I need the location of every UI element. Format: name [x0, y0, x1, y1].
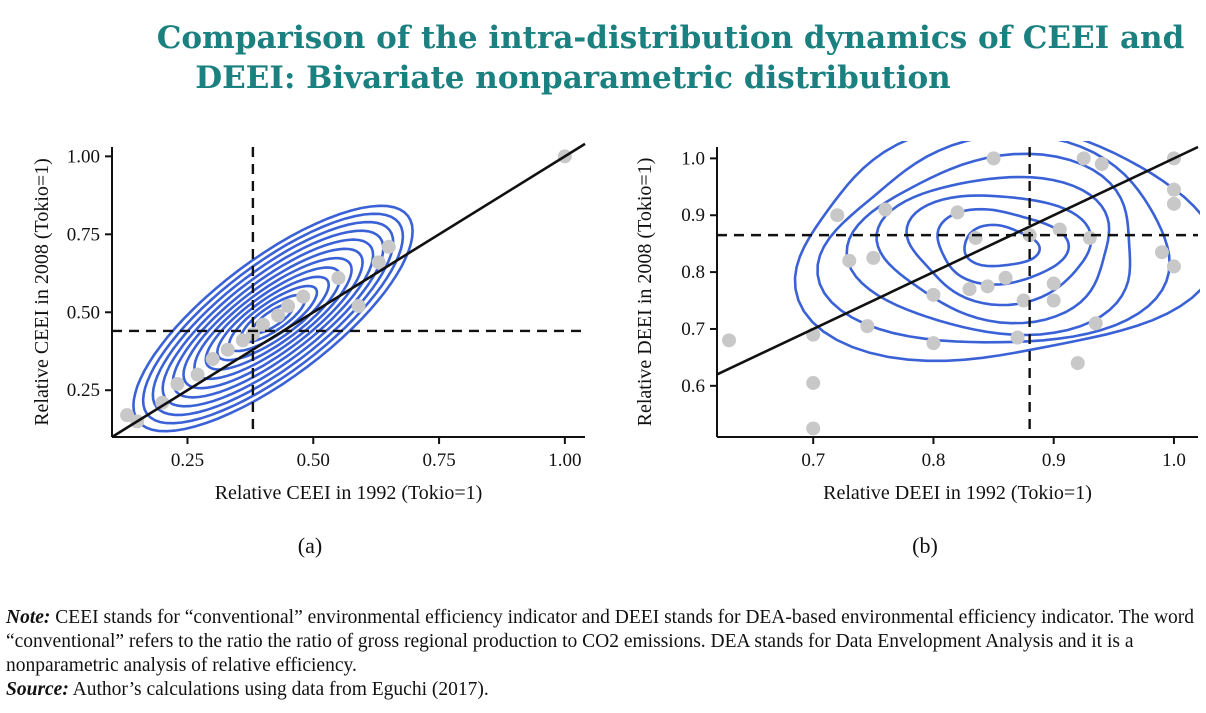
- data-point: [1166, 196, 1181, 211]
- y-tick-label: 1.00: [67, 146, 100, 167]
- data-point: [351, 299, 366, 314]
- source-label: Source:: [6, 679, 69, 700]
- x-tick-label: 1.00: [548, 450, 581, 471]
- data-point: [806, 375, 821, 390]
- panel-a-chart: 0.25 0.50 0.75 1.00 0.25 0.50 0.75 1.00 Relative…: [31, 142, 586, 504]
- data-point: [950, 205, 965, 220]
- data-point: [878, 202, 893, 217]
- data-point: [866, 250, 881, 265]
- data-point: [926, 336, 941, 351]
- data-point: [331, 270, 346, 285]
- data-point: [296, 289, 311, 304]
- data-point: [155, 395, 170, 410]
- y-tick-label: 1.0: [681, 148, 705, 169]
- y-axis-label: Relative CEEI in 2008 (Tokio=1): [31, 158, 53, 426]
- contour-line: [905, 194, 1093, 307]
- x-axis-label: Relative DEEI in 1992 (Tokio=1): [823, 482, 1092, 504]
- footnote: Note: CEEI stands for “conventional” env…: [6, 606, 1202, 702]
- contour-line: [875, 175, 1111, 325]
- y-tick-label: 0.25: [67, 380, 100, 401]
- x-tick-label: 0.50: [297, 450, 330, 471]
- chart-title-line-2: DEEI: Bivariate nonparametric distributi…: [195, 60, 951, 96]
- data-point: [926, 287, 941, 302]
- diagonal-line: [112, 142, 586, 437]
- data-point: [968, 230, 983, 245]
- data-point: [830, 208, 845, 223]
- panel-b-chart: 0.7 0.8 0.9 1.0 0.6 0.7 0.8 0.9 1.0 Relative DEEI…: [634, 141, 1200, 504]
- contour-line: [963, 223, 1042, 268]
- note-paragraph: Note: CEEI stands for “conventional” env…: [6, 606, 1202, 678]
- data-point: [381, 239, 396, 254]
- data-point: [1052, 222, 1067, 237]
- x-tick-label: 0.25: [171, 450, 204, 471]
- data-point: [1046, 293, 1061, 308]
- data-point: [371, 255, 386, 270]
- source-paragraph: Source: Author’s calculations using data…: [6, 678, 1202, 702]
- data-point: [235, 333, 250, 348]
- x-tick-label: 0.75: [422, 450, 455, 471]
- y-tick-label: 0.8: [681, 262, 705, 283]
- contour-line: [204, 266, 342, 371]
- contour-line: [936, 207, 1071, 286]
- contour-line: [793, 141, 1200, 363]
- data-point: [998, 270, 1013, 285]
- data-point: [806, 421, 821, 436]
- data-point: [1154, 245, 1169, 260]
- y-tick-label: 0.50: [67, 302, 100, 323]
- panel-b-label: (b): [912, 533, 938, 558]
- plot-area: [112, 142, 586, 437]
- data-point: [1070, 356, 1085, 371]
- data-point: [271, 308, 286, 323]
- data-point: [255, 317, 270, 332]
- data-point: [1076, 151, 1091, 166]
- contour-line: [151, 220, 395, 417]
- note-text: CEEI stands for “conventional” environme…: [6, 607, 1195, 676]
- y-tick-label: 0.75: [67, 224, 100, 245]
- data-point: [190, 367, 205, 382]
- data-point: [205, 352, 220, 367]
- y-axis-label: Relative DEEI in 2008 (Tokio=1): [634, 158, 656, 427]
- data-point: [1082, 230, 1097, 245]
- data-point: [1094, 157, 1109, 172]
- x-tick-label: 0.7: [801, 450, 825, 471]
- contour-line: [182, 247, 364, 390]
- chart-title: Comparison of the intra-distribution dyn…: [0, 18, 1206, 98]
- x-tick-label: 1.0: [1162, 450, 1186, 471]
- data-point: [1016, 293, 1031, 308]
- data-point: [842, 253, 857, 268]
- chart-title-line-1: Comparison of the intra-distribution dyn…: [156, 20, 1185, 56]
- data-point: [1010, 330, 1025, 345]
- data-point: [120, 408, 135, 423]
- data-point: [1088, 316, 1103, 331]
- data-point: [722, 333, 737, 348]
- data-point: [860, 319, 875, 334]
- x-tick-label: 0.8: [922, 450, 946, 471]
- data-point: [220, 342, 235, 357]
- data-point: [1046, 276, 1061, 291]
- diagonal-line: [717, 145, 1199, 376]
- note-label: Note:: [6, 607, 51, 628]
- x-tick-label: 0.9: [1042, 450, 1066, 471]
- source-text: Author’s calculations using data from Eg…: [68, 679, 489, 700]
- plot-area: [717, 141, 1200, 437]
- data-point: [986, 151, 1001, 166]
- data-point: [281, 299, 296, 314]
- data-point: [980, 279, 995, 294]
- y-tick-label: 0.6: [681, 376, 705, 397]
- x-axis-label: Relative CEEI in 1992 (Tokio=1): [215, 482, 483, 504]
- contour-line: [816, 141, 1171, 344]
- y-tick-label: 0.7: [681, 319, 705, 340]
- y-tick-label: 0.9: [681, 205, 705, 226]
- data-point: [1166, 259, 1181, 274]
- data-point: [170, 376, 185, 391]
- panel-a-label: (a): [297, 533, 323, 558]
- data-point: [1166, 182, 1181, 197]
- data-point: [962, 282, 977, 297]
